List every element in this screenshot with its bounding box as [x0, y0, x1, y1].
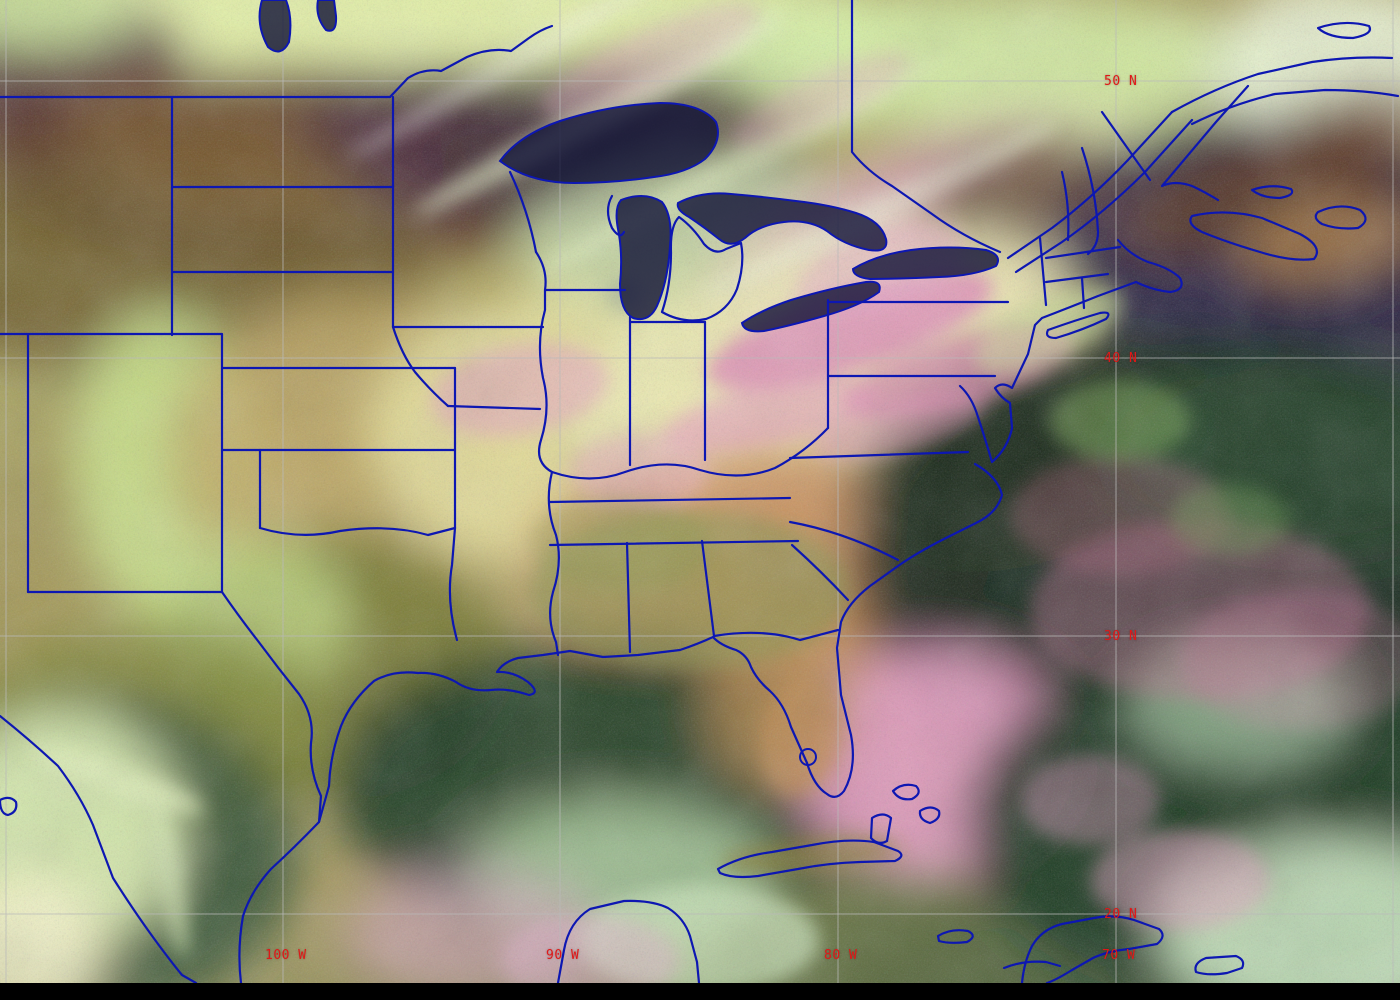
mexico-pacific-coast [0, 714, 198, 983]
canada-boundaries [850, 0, 1400, 274]
lake-okeechobee [799, 748, 817, 766]
lon-label-100w: 100 W [265, 948, 307, 963]
lat-label-20n: 20 N [1104, 907, 1138, 922]
coastlines [0, 238, 1183, 983]
caribbean-islands [716, 783, 1245, 983]
jamaica [936, 929, 974, 944]
caption-bar: GOES-19 RGBDAY:R=C2 G=C7-13 B=C13 NIGHT:… [0, 983, 1400, 1000]
state-boundaries [0, 24, 1122, 657]
atlantic-coastline [958, 238, 1183, 464]
lon-label-90w: 90 W [546, 948, 580, 963]
long-island [1045, 311, 1110, 340]
great-lakes [258, 0, 999, 333]
lat-label-30n: 30 N [1104, 629, 1138, 644]
yucatan [556, 899, 701, 983]
hispaniola [1020, 915, 1164, 983]
southeast-gulf-coastline [238, 462, 1004, 983]
bahamas [891, 783, 920, 801]
caption-text: GOES-19 RGBDAY:R=C2 G=C7-13 B=C13 NIGHT:… [225, 983, 1236, 1000]
lat-label-50n: 50 N [1104, 74, 1138, 89]
lat-label-40n: 40 N [1104, 351, 1138, 366]
lon-label-70w: 70 W [1102, 948, 1136, 963]
cuba [716, 839, 903, 879]
puerto-rico [1194, 954, 1245, 976]
rio-grande [220, 590, 323, 824]
lon-label-80w: 80 W [824, 948, 858, 963]
